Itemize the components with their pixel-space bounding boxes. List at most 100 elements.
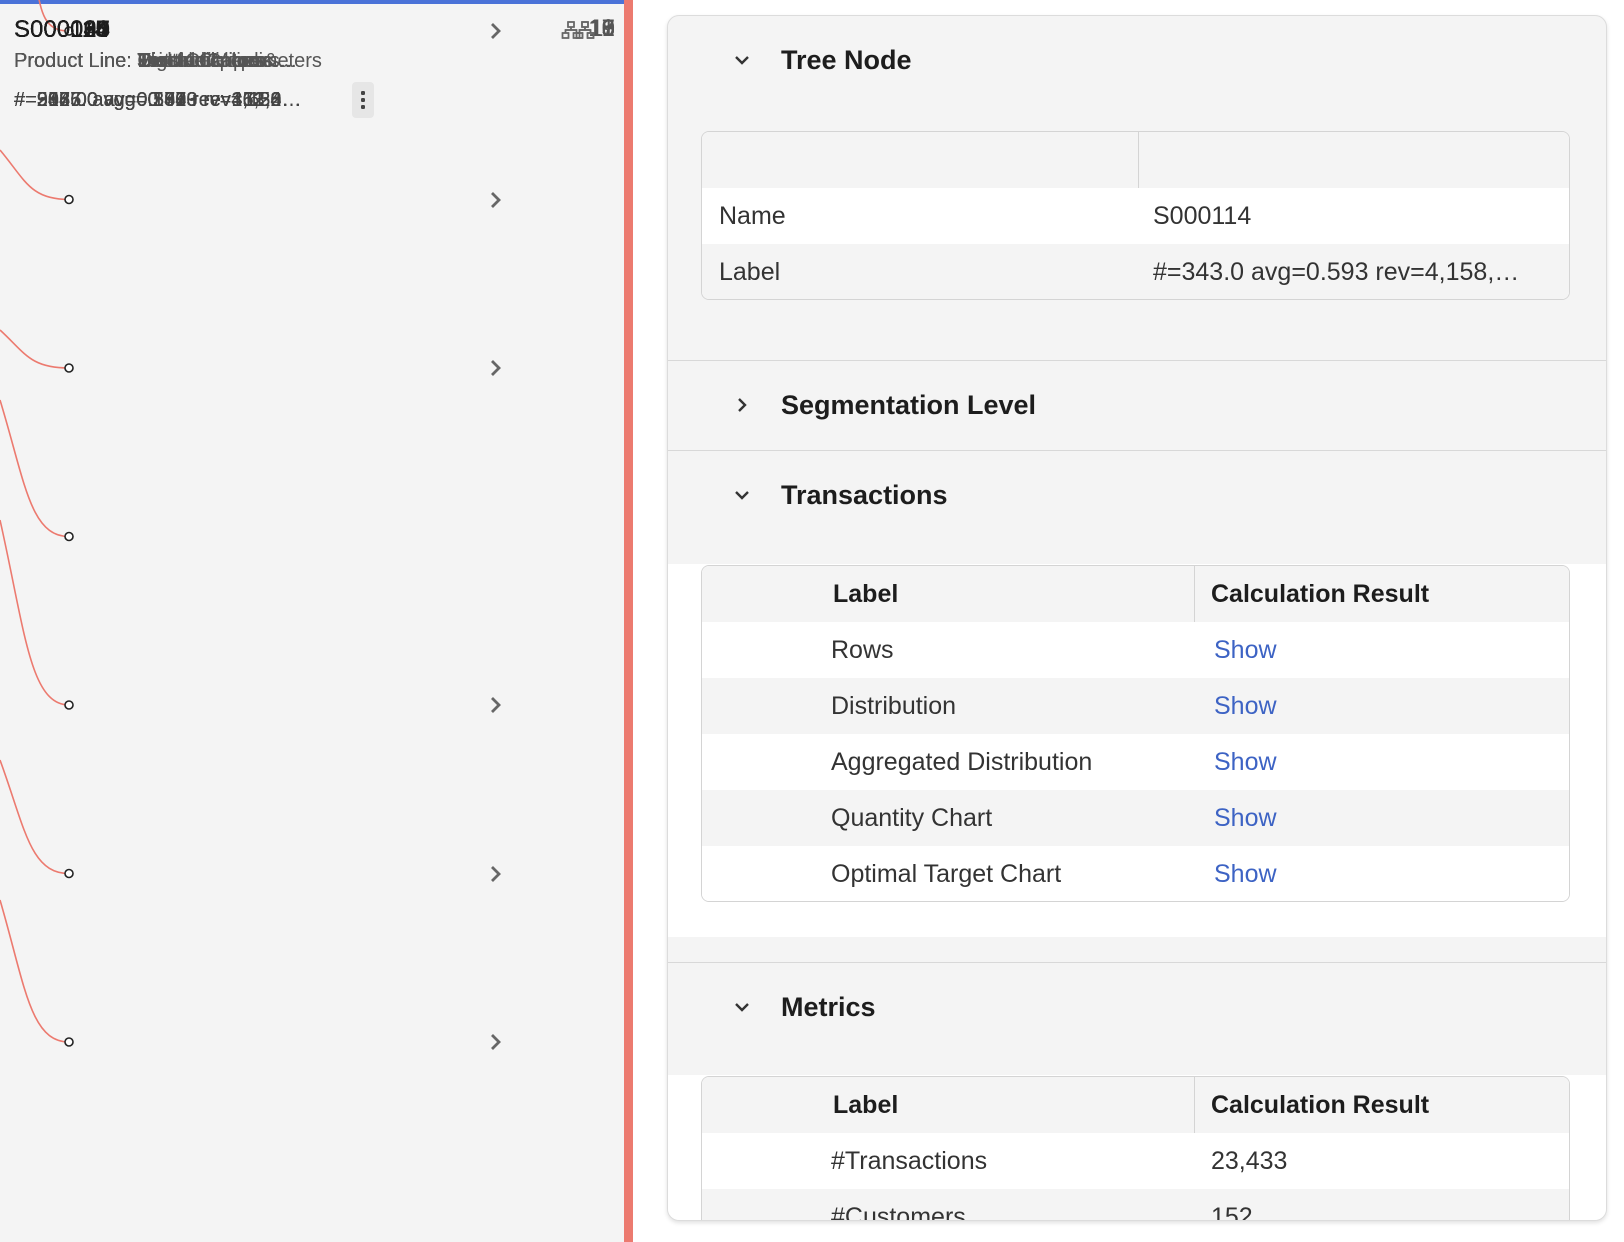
- section-divider: [668, 962, 1606, 963]
- link-dot: [64, 194, 74, 205]
- row-label: Label: [719, 258, 781, 286]
- row-label: #Customers: [831, 1203, 966, 1221]
- tree-link: [0, 149, 70, 201]
- chevron-right: [491, 1034, 501, 1050]
- section-header[interactable]: Tree Node: [668, 38, 1606, 82]
- expand-button[interactable]: [486, 356, 508, 380]
- row-label: Optimal Target Chart: [831, 860, 1062, 888]
- table-row: Rows Show: [702, 622, 1569, 679]
- table-row: #Transactions 23,433: [702, 1133, 1569, 1190]
- link-dot: [64, 1037, 74, 1047]
- row-label: Distribution: [831, 692, 957, 720]
- row-label: Name: [719, 202, 786, 230]
- child-count: 15: [588, 15, 615, 42]
- column-divider: [1138, 132, 1139, 188]
- expand-button[interactable]: [486, 1030, 508, 1054]
- node-stats: #=555.0 avg=0.374 rev=1,626…: [14, 89, 302, 111]
- tree-link: [0, 519, 70, 706]
- node-stats: #=343.0 avg=0.593 rev=4,158…: [14, 89, 302, 111]
- table-row: Optimal Target Chart Show: [702, 846, 1569, 901]
- tree-link: [38, 0, 70, 32]
- show-link[interactable]: Show: [1214, 692, 1277, 720]
- table-row: Label #=343.0 avg=0.593 rev=4,158,…: [702, 244, 1569, 299]
- hierarchy-icon: [575, 21, 595, 39]
- section-divider: [668, 450, 1606, 451]
- expand-button[interactable]: [486, 693, 508, 717]
- table-row: Distribution Show: [702, 678, 1569, 735]
- show-link[interactable]: Show: [1214, 860, 1277, 888]
- product-line: Product Line: Dial Indicators: [14, 50, 265, 72]
- column-divider: [1194, 1077, 1195, 1133]
- node-id: S000127: [14, 16, 111, 43]
- tree-link: [0, 759, 70, 875]
- row-label: #Transactions: [831, 1147, 988, 1175]
- table-header-row: [702, 132, 1569, 189]
- node-id: S000114: [14, 16, 109, 43]
- column-header: Calculation Result: [1211, 580, 1430, 608]
- column-header: Label: [833, 1091, 899, 1119]
- section-title: Transactions: [781, 480, 948, 510]
- row-value: S000114: [1153, 202, 1252, 230]
- data-table: Label Calculation Result Rows Show Distribut…: [701, 565, 1570, 902]
- node-stats: #=2966.0 avg=0.390 rev=62,3…: [14, 89, 302, 111]
- product-line: Product Line: Joint Calipers &…: [14, 50, 298, 72]
- row-label: Rows: [831, 636, 894, 664]
- child-count: 8: [601, 15, 615, 42]
- expand-button[interactable]: [486, 862, 508, 886]
- chevron-right: [491, 865, 501, 882]
- row-label: Quantity Chart: [831, 804, 993, 832]
- table-row: #Customers 152: [702, 1189, 1569, 1221]
- section-header[interactable]: Metrics: [668, 985, 1606, 1029]
- column-header: Label: [833, 580, 899, 608]
- section-divider: [668, 360, 1606, 361]
- row-value: 23,433: [1211, 1147, 1288, 1175]
- chevron-right: [491, 23, 501, 39]
- product-line: Product Line: Electronic Indic…: [14, 50, 294, 72]
- child-count: 7: [601, 15, 615, 42]
- child-count: 15: [588, 15, 615, 42]
- chevron-right: [491, 697, 501, 713]
- tree-link: [0, 329, 70, 369]
- row-value: 152: [1211, 1203, 1253, 1221]
- column-divider: [1194, 566, 1195, 622]
- show-link[interactable]: Show: [1214, 636, 1277, 664]
- node-stats: #=907.0 avg=0.180 rev=36,36…: [14, 89, 302, 111]
- section-header[interactable]: Segmentation Level: [668, 383, 1606, 427]
- table-header-row: Label Calculation Result: [702, 566, 1569, 623]
- link-dot: [64, 363, 74, 373]
- chevron-right: [491, 191, 501, 208]
- tree-link: [0, 899, 70, 1043]
- node-stats: #=2645.0 avg=0.413 rev=13,0…: [14, 89, 302, 111]
- status-bar: [624, 0, 633, 1242]
- tree-node-card[interactable]: S000114 0 Product Line: Joint Calipers &… #…: [0, 0, 633, 110]
- node-menu-button[interactable]: [352, 82, 374, 118]
- section-header[interactable]: Transactions: [668, 473, 1606, 517]
- table-row: Aggregated Distribution Show: [702, 734, 1569, 791]
- link-dot: [64, 700, 74, 710]
- column-header: Calculation Result: [1211, 1091, 1430, 1119]
- table-header-row: Label Calculation Result: [702, 1077, 1569, 1134]
- show-link[interactable]: Show: [1214, 748, 1277, 776]
- child-count: 0: [601, 15, 615, 42]
- product-line: Product Line: Outside Micrometers: [14, 50, 322, 72]
- chevron-right: [738, 398, 747, 412]
- node-id: S000094: [14, 16, 111, 43]
- expand-button[interactable]: [486, 188, 508, 212]
- kebab-icon: [361, 91, 365, 109]
- section-title: Metrics: [781, 992, 876, 1022]
- child-count: 11: [590, 15, 615, 42]
- expand-button[interactable]: [486, 19, 508, 43]
- chevron-down: [735, 56, 749, 65]
- table-row: Name S000114: [702, 188, 1569, 245]
- link-dot: [64, 26, 74, 36]
- node-stats: #=2187.0 avg=0.623 rev=12,4…: [14, 89, 302, 111]
- chevron-down: [735, 491, 749, 500]
- product-line: Product Line: Test Indicators: [14, 50, 266, 72]
- chevron-down: [735, 1003, 749, 1012]
- chevron-right: [491, 360, 501, 376]
- show-link[interactable]: Show: [1214, 804, 1277, 832]
- product-line: Product Line: Digital Calipers: [14, 50, 272, 72]
- tree-canvas: S000035 15 Product Line: Dial Indicators #=…: [0, 0, 633, 1242]
- table-row: Quantity Chart Show: [702, 790, 1569, 847]
